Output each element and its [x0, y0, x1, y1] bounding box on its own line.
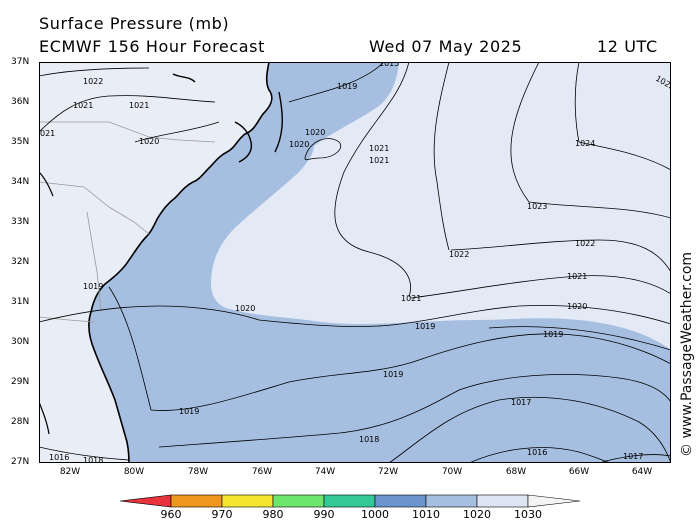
contour-label: 1019: [337, 82, 357, 91]
contour-label: 1019: [415, 322, 435, 331]
longitude-label: 68W: [505, 467, 527, 477]
contour-label: 1022: [449, 250, 469, 259]
latitude-label: 30N: [11, 337, 30, 347]
contour-label: 1019: [543, 330, 563, 339]
latitude-label: 36N: [11, 97, 30, 107]
state-border: [39, 121, 216, 143]
contour-label: 1021: [129, 101, 149, 110]
longitude-label: 70W: [441, 467, 463, 477]
longitude-label: 82W: [59, 467, 81, 477]
latitude-label: 34N: [11, 177, 30, 187]
contour-label: 1021: [369, 144, 389, 153]
latitude-label: 27N: [11, 457, 30, 467]
contour-label: 1019: [383, 370, 403, 379]
colorbar-segment: [323, 494, 376, 508]
latitude-label: 33N: [11, 217, 30, 227]
longitude-label: 76W: [251, 467, 273, 477]
colorbar-tick: 1000: [361, 508, 389, 521]
contour-label: 1016: [49, 453, 69, 462]
state-border: [39, 181, 150, 235]
latitude-label: 32N: [11, 257, 30, 267]
pressure-colorbar: [120, 494, 581, 508]
isobars: [39, 62, 671, 463]
watermark-text: © www.PassageWeather.com: [679, 252, 695, 457]
contour-label: 1015: [379, 62, 399, 68]
latitude-label: 37N: [11, 57, 30, 67]
contour-label: 1020: [235, 304, 255, 313]
contour-label: 1022: [575, 239, 595, 248]
contour-label: 1020: [567, 302, 587, 311]
contour-label: 1021: [369, 156, 389, 165]
colorbar-segment: [425, 494, 478, 508]
colorbar-tick: 1020: [463, 508, 491, 521]
longitude-label: 64W: [631, 467, 653, 477]
forecast-date: Wed 07 May 2025: [369, 37, 523, 56]
contour-label: 1021: [567, 272, 587, 281]
model-label: ECMWF 156 Hour Forecast: [39, 37, 265, 56]
longitude-label: 66W: [568, 467, 590, 477]
latitude-label: 28N: [11, 417, 30, 427]
chart-title: Surface Pressure (mb): [39, 14, 230, 33]
colorbar-segment: [476, 494, 529, 508]
latitude-label: 31N: [11, 297, 30, 307]
longitude-label: 72W: [377, 467, 399, 477]
latitude-label: 29N: [11, 377, 30, 387]
contour-label: 1020: [289, 140, 309, 149]
colorbar-tick: 960: [160, 508, 182, 521]
contour-label: 1022: [83, 77, 103, 86]
contour-label: 1024: [575, 139, 595, 148]
contour-label: 1020: [305, 128, 325, 137]
contour-label: 1017: [511, 398, 531, 407]
contour-label: 1016: [527, 448, 547, 457]
map-frame: [39, 62, 671, 463]
contour-label: 1017: [623, 452, 643, 461]
colorbar-tick: 990: [313, 508, 335, 521]
longitude-label: 80W: [123, 467, 145, 477]
contour-label: 021: [40, 129, 55, 138]
forecast-time: 12 UTC: [597, 37, 658, 56]
pressure-map: 1015 1022 1021 1021 021 1019 1020 1020 1…: [39, 62, 671, 463]
longitude-label: 74W: [314, 467, 336, 477]
colorbar-tick: 1030: [514, 508, 542, 521]
contour-label: 1018: [83, 456, 103, 463]
state-border: [39, 316, 95, 323]
colorbar-segment: [527, 494, 581, 508]
colorbar-segment: [120, 494, 172, 508]
contour-labels: 1015 1022 1021 1021 021 1019 1020 1020 1…: [40, 62, 671, 463]
colorbar-tick: 970: [211, 508, 233, 521]
land-area: [39, 62, 273, 463]
contour-label: 1019: [179, 407, 199, 416]
colorbar-segment: [221, 494, 274, 508]
colorbar-tick: 980: [262, 508, 284, 521]
colorbar-tick: 1010: [412, 508, 440, 521]
contour-label: 1020: [139, 137, 159, 146]
latitude-label: 35N: [11, 137, 30, 147]
colorbar-segment: [170, 494, 223, 508]
state-border: [86, 211, 102, 311]
contour-label: 1021: [73, 101, 93, 110]
contour-label: 1019: [83, 282, 103, 291]
contour-label: 1021: [401, 294, 421, 303]
contour-label: 1023: [527, 202, 547, 211]
contour-label: 1018: [359, 435, 379, 444]
longitude-label: 78W: [187, 467, 209, 477]
colorbar-segment: [374, 494, 427, 508]
colorbar-segment: [272, 494, 325, 508]
watermark: © www.PassageWeather.com: [679, 252, 695, 457]
